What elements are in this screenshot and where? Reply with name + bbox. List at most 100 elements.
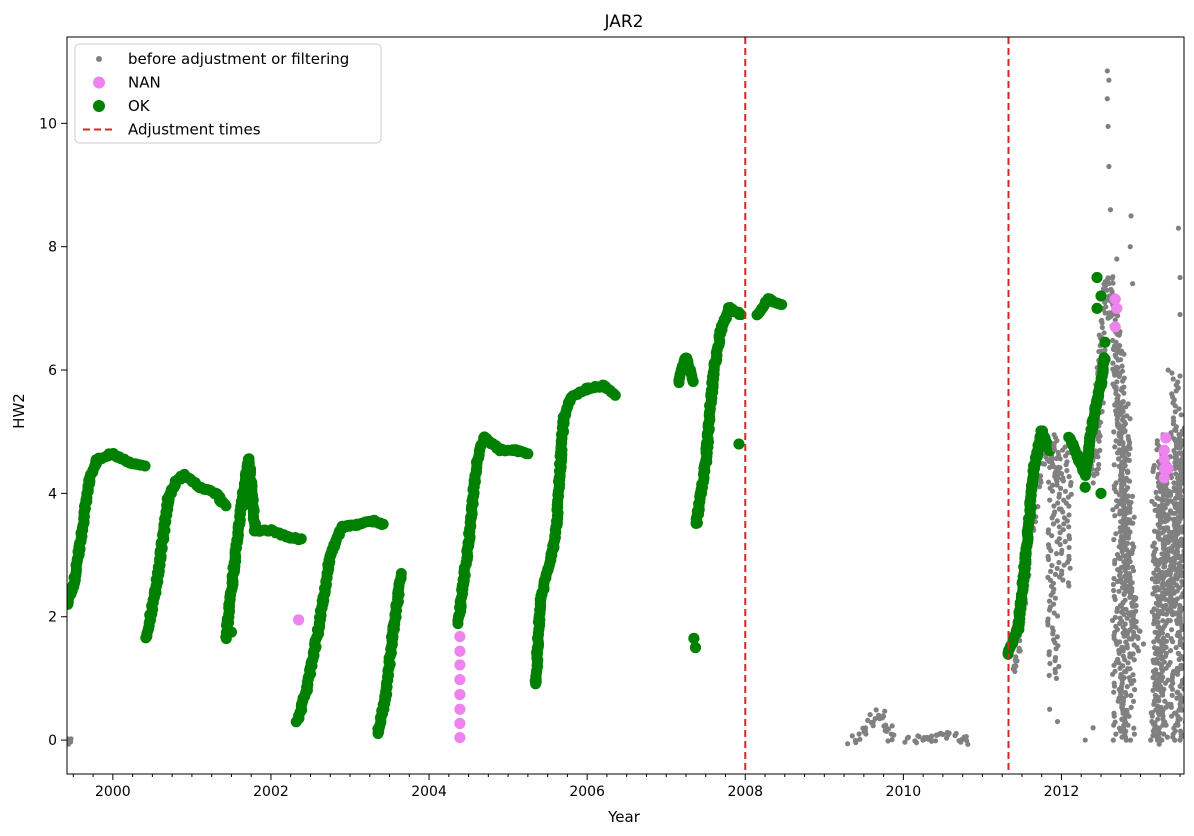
data-point-0-band-2 — [1123, 728, 1129, 734]
data-point-0-band-7 — [1055, 449, 1061, 456]
data-point-0-band-3 — [1149, 576, 1155, 582]
data-point-0-band-2 — [1124, 562, 1130, 568]
y-tick-label: 2 — [48, 610, 57, 626]
data-point-0-band-7 — [1046, 598, 1053, 604]
data-point-2-1 — [220, 500, 232, 512]
data-point-0-band-4 — [1163, 587, 1169, 594]
data-point-0-band-2 — [1124, 684, 1130, 690]
data-point-0-4 — [1135, 635, 1141, 642]
data-point-0-2 — [940, 731, 946, 738]
data-point-0-band-5 — [1170, 376, 1176, 382]
data-point-0 — [1105, 123, 1111, 130]
data-point-0-band-2 — [1131, 731, 1137, 737]
data-point-0-4 — [1096, 348, 1102, 355]
data-point-0-band-4 — [1158, 608, 1164, 614]
data-point-0-band-1 — [1123, 448, 1129, 455]
data-point-0-5 — [1151, 639, 1157, 645]
data-point-0-band-5 — [1175, 379, 1181, 385]
data-point-0-band-8 — [1060, 527, 1066, 533]
data-point-0-2 — [944, 735, 950, 741]
data-point-0-band-8 — [1057, 456, 1063, 462]
axis-ticks: 2000 2002 2004 2006 2008 2010 2012 0 2 4 6 8 10 — [39, 116, 1181, 800]
data-point-0-band-0 — [1116, 492, 1122, 498]
data-point-0-2 — [953, 730, 959, 737]
data-point-0-band-2 — [1125, 535, 1131, 541]
data-point-0-4 — [1099, 317, 1105, 323]
data-point-0-band-2 — [1126, 675, 1132, 681]
data-point-0-band-2 — [1124, 707, 1130, 714]
data-point-2 — [221, 617, 233, 629]
data-point-0-4 — [1103, 304, 1109, 310]
data-point-0-band-5 — [1168, 648, 1174, 654]
data-point-0-band-8 — [1068, 491, 1074, 497]
data-point-0-band-4 — [1156, 530, 1162, 537]
data-point-0-1 — [891, 732, 897, 738]
data-point-0-4 — [1114, 379, 1120, 385]
data-point-0-band-7 — [1051, 610, 1057, 616]
data-point-0-band-4 — [1157, 569, 1163, 576]
data-point-0-band-8 — [1062, 488, 1068, 494]
plot-area — [67, 37, 1189, 774]
data-point-0-band-1 — [1125, 434, 1131, 440]
data-point-0-band-2 — [1122, 716, 1128, 722]
legend-label: NAN — [128, 74, 161, 92]
data-point-0-band-1 — [1121, 481, 1127, 487]
data-point-1 — [1109, 321, 1121, 333]
data-point-0-1 — [868, 719, 875, 726]
data-point-1 — [1158, 444, 1170, 456]
data-point-0-band-6 — [1180, 623, 1184, 630]
data-point-0 — [1106, 163, 1112, 170]
data-point-0-band-6 — [1180, 543, 1184, 549]
data-point-0-4 — [1102, 347, 1108, 353]
data-point-0 — [1104, 68, 1110, 74]
data-point-0-1 — [867, 712, 873, 718]
data-point-0-band-2 — [1125, 556, 1131, 562]
data-point-0-band-4 — [1158, 489, 1164, 495]
data-point-0-band-8 — [1059, 568, 1065, 574]
data-point-0-band-1 — [1116, 544, 1122, 550]
data-point-0-band-7 — [1055, 500, 1061, 506]
data-point-0-band-6 — [1173, 444, 1180, 450]
data-point-0-band-6 — [1184, 660, 1189, 665]
data-point-0-band-7 — [1046, 649, 1052, 655]
data-point-0-band-2 — [1123, 606, 1129, 612]
data-point-0-band-4 — [1164, 515, 1170, 522]
data-point-1 — [454, 717, 466, 729]
data-point-0-band-0 — [1121, 423, 1127, 429]
data-point-0-band-5 — [1169, 498, 1175, 504]
data-point-2-11 — [1098, 352, 1110, 364]
data-point-0-band-2 — [1130, 568, 1137, 574]
data-point-0-band-8 — [1057, 541, 1063, 548]
data-point-0-band-8 — [1061, 521, 1067, 527]
data-point-2-8 — [735, 309, 747, 321]
y-tick-label: 4 — [48, 486, 57, 502]
x-axis-label: Year — [607, 808, 641, 826]
data-point-0-band-6 — [1178, 662, 1184, 668]
data-point-0-2 — [964, 738, 970, 744]
data-point-0-band-2 — [1121, 523, 1127, 529]
data-point-0-band-7 — [1047, 497, 1053, 503]
data-point-0-band-8 — [1062, 444, 1068, 450]
data-point-2-0 — [139, 460, 151, 472]
x-tick-label: 2008 — [727, 784, 763, 800]
data-point-0-band-6 — [1175, 462, 1181, 468]
data-point-0-band-7 — [1054, 634, 1060, 640]
data-point-0-band-4 — [1160, 713, 1166, 719]
data-point-0-band-7 — [1056, 536, 1062, 542]
data-point-0-band-6 — [1174, 576, 1180, 582]
data-point-0-band-0 — [1121, 375, 1127, 381]
data-point-0-band-0 — [1113, 480, 1119, 486]
data-point-0-band-3 — [1151, 540, 1157, 546]
data-point-0-band-4 — [1162, 596, 1168, 603]
data-point-0-band-2 — [1123, 517, 1129, 523]
data-point-0-band-4 — [1154, 584, 1160, 591]
data-point-0-band-7 — [1050, 521, 1057, 527]
data-point-0-band-0 — [1111, 429, 1117, 435]
data-point-0-band-1 — [1117, 508, 1123, 514]
data-point-0-band-2 — [1127, 666, 1133, 672]
data-point-0-band-7 — [1056, 559, 1062, 566]
data-point-0-band-2 — [1131, 514, 1137, 520]
data-point-0-band-8 — [1064, 468, 1070, 474]
data-point-0-band-7 — [1056, 524, 1062, 530]
